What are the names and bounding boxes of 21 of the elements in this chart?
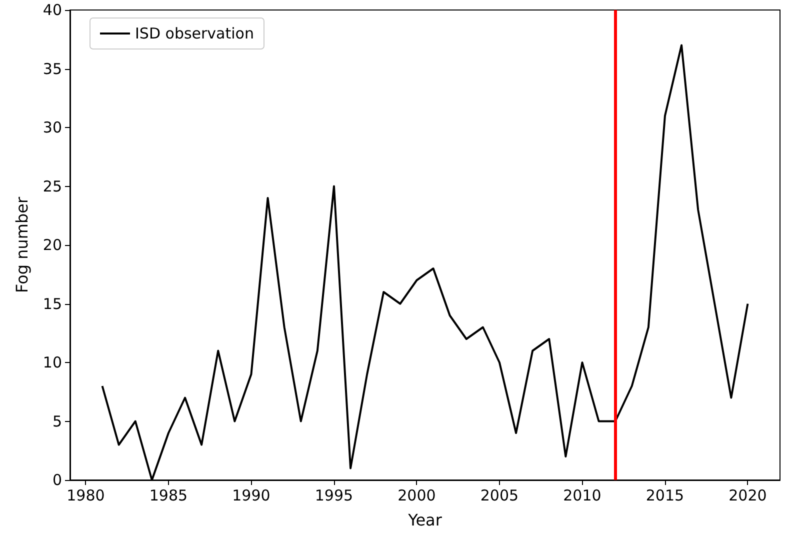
x-tick-label: 2015 <box>646 486 684 504</box>
x-axis-title: Year <box>407 510 442 530</box>
y-tick-label: 30 <box>42 118 62 136</box>
y-tick-label: 15 <box>42 294 62 313</box>
y-tick-label: 5 <box>52 412 62 430</box>
y-axis-title: Fog number <box>12 196 32 294</box>
legend-label: ISD observation <box>135 24 254 42</box>
y-tick-label: 0 <box>52 471 62 489</box>
x-tick-label: 1985 <box>149 486 188 504</box>
x-tick-label: 2000 <box>398 486 436 504</box>
y-tick-label: 10 <box>42 354 62 372</box>
y-tick-label: 35 <box>42 60 62 78</box>
y-tick-label: 40 <box>42 1 62 19</box>
y-tick-label: 20 <box>42 236 62 254</box>
x-tick-label: 1990 <box>232 486 270 504</box>
x-tick-label: 1995 <box>314 486 354 504</box>
x-tick-label: 2005 <box>480 486 519 504</box>
x-tick-label: 1980 <box>66 486 105 504</box>
y-tick-label: 25 <box>42 177 62 196</box>
x-tick-label: 2020 <box>728 486 767 504</box>
x-tick-label: 2010 <box>563 486 602 504</box>
